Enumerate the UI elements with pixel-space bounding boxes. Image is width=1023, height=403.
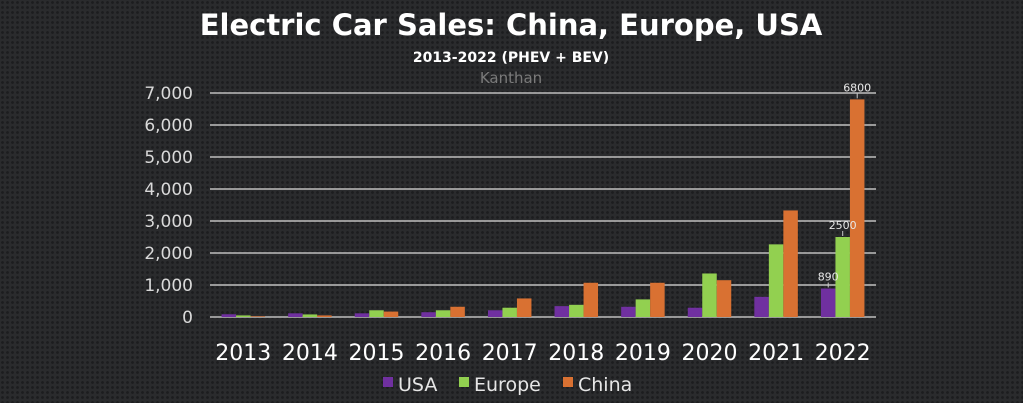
bar-europe-2015 (369, 310, 384, 317)
bar-china-2016 (450, 306, 465, 317)
y-tick-label: 7,000 (144, 84, 193, 104)
y-tick-label: 1,000 (144, 276, 193, 296)
y-tick-label: 5,000 (144, 148, 193, 168)
x-tick-label: 2020 (682, 341, 738, 366)
legend-swatch-usa (383, 377, 393, 387)
y-tick-label: 6,000 (144, 116, 193, 136)
chart-title: Electric Car Sales: China, Europe, USA (200, 8, 823, 42)
bar-europe-2018 (569, 304, 584, 317)
legend-swatch-china (563, 377, 573, 387)
x-tick-label: 2016 (415, 341, 471, 366)
x-tick-label: 2013 (215, 341, 271, 366)
chart-author: Kanthan (480, 69, 542, 87)
data-label: 2500 (829, 219, 857, 232)
bar-usa-2020 (687, 307, 703, 317)
bar-china-2015 (383, 311, 399, 317)
y-tick-label: 2,000 (144, 244, 193, 264)
bar-europe-2014 (302, 314, 318, 317)
bar-china-2018 (583, 282, 599, 317)
data-labels: 890 2500 6800 (818, 81, 871, 288)
x-axis-ticks: 2013 2014 2015 2016 2017 2018 2019 2020 2021 2022 (215, 341, 870, 366)
y-tick-label: 3,000 (144, 212, 193, 232)
bar-europe-2017 (502, 307, 517, 317)
y-axis-ticks: 0 1,000 2,000 3,000 4,000 5,000 6,000 7,000 (144, 84, 193, 328)
bar-usa-2022 (820, 288, 836, 317)
bar-europe-2020 (702, 273, 717, 317)
legend: USA Europe China (383, 374, 632, 396)
x-tick-label: 2017 (482, 341, 538, 366)
bar-usa-2015 (354, 313, 370, 317)
bar-europe-2019 (635, 299, 651, 317)
bar-usa-2017 (487, 310, 503, 317)
x-tick-label: 2021 (748, 341, 804, 366)
bar-china-2014 (317, 315, 332, 317)
data-label: 6800 (843, 81, 871, 94)
data-label: 890 (818, 271, 839, 284)
gridlines (210, 92, 876, 318)
bar-europe-2021 (768, 244, 784, 317)
bar-europe-2022 (835, 237, 850, 317)
x-tick-label: 2015 (349, 341, 405, 366)
bar-europe-2013 (236, 315, 251, 317)
y-tick-label: 4,000 (144, 180, 193, 200)
bar-china-2020 (716, 280, 732, 317)
legend-label-europe: Europe (474, 374, 541, 396)
bar-china-2019 (650, 282, 665, 317)
legend-label-china: China (578, 374, 632, 396)
bar-china-2021 (783, 210, 798, 317)
bar-europe-2016 (435, 310, 451, 317)
bar-usa-2019 (621, 306, 636, 317)
x-tick-label: 2018 (548, 341, 604, 366)
bar-china-2013 (250, 316, 266, 317)
bar-usa-2016 (421, 312, 436, 317)
chart-subtitle: 2013-2022 (PHEV + BEV) (413, 50, 609, 66)
x-tick-label: 2022 (815, 341, 871, 366)
bar-usa-2013 (221, 314, 237, 317)
bar-china-2022 (849, 99, 865, 318)
legend-swatch-europe (459, 377, 469, 387)
y-tick-label: 0 (182, 308, 193, 328)
bars (221, 99, 865, 318)
bar-usa-2021 (754, 296, 769, 317)
x-tick-label: 2014 (282, 341, 338, 366)
bar-usa-2014 (288, 313, 303, 317)
bar-china-2017 (516, 298, 532, 317)
legend-label-usa: USA (398, 374, 437, 396)
x-tick-label: 2019 (615, 341, 671, 366)
bar-usa-2018 (554, 306, 570, 317)
